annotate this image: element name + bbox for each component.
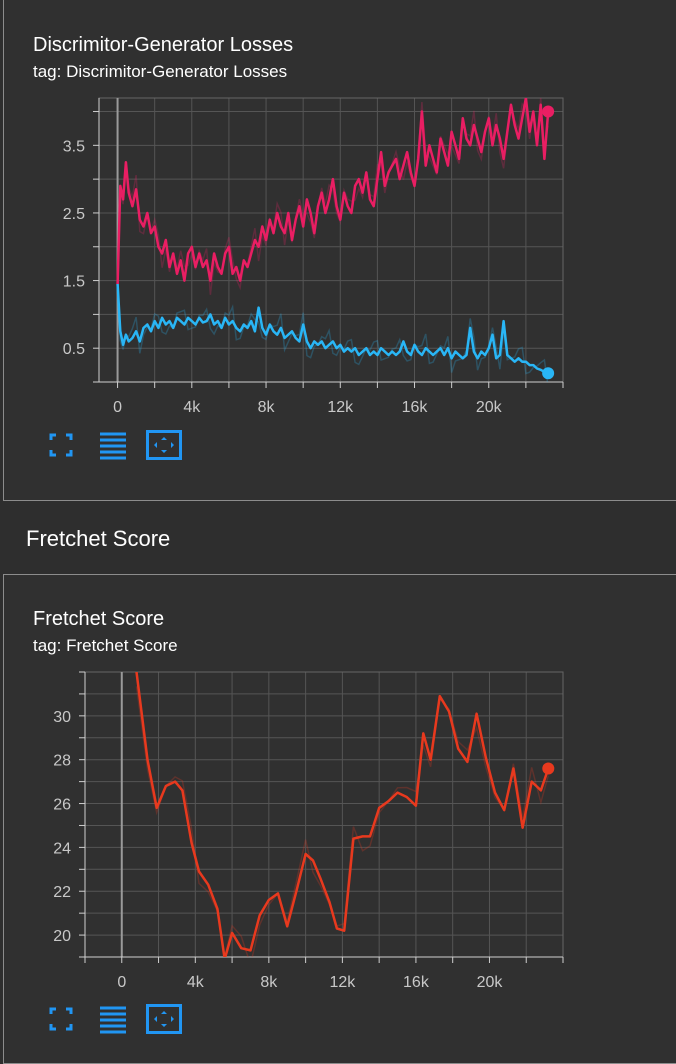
section-title: Fretchet Score xyxy=(26,526,171,551)
x-tick-label: 4k xyxy=(187,974,205,991)
x-tick-label: 16k xyxy=(403,974,430,991)
x-tick-label: 12k xyxy=(327,399,354,416)
x-tick-label: 12k xyxy=(329,974,356,991)
y-tick-label: 24 xyxy=(53,840,71,857)
chart-toolbar xyxy=(46,1004,196,1034)
y-tick-label: 28 xyxy=(53,753,71,770)
series-line xyxy=(116,98,550,285)
y-tick-label: 1.5 xyxy=(63,274,85,291)
y-tick-label: 20 xyxy=(53,928,71,945)
y-tick-label: 2.5 xyxy=(63,206,85,223)
y-tick-label: 22 xyxy=(53,884,71,901)
fullscreen-icon[interactable] xyxy=(46,1004,76,1034)
chart-title: Fretchet Score xyxy=(33,608,165,630)
series-line xyxy=(135,672,550,957)
fretchet-chart[interactable]: 0 4k 8k 12k 16k 20k 20 22 24 26 28 30 xyxy=(0,574,676,994)
x-tick-label: 0 xyxy=(113,399,122,416)
chart-tag: tag: Fretchet Score xyxy=(33,636,178,655)
x-tick-label: 16k xyxy=(402,399,429,416)
fit-domain-icon[interactable] xyxy=(146,430,182,460)
chart-tag: tag: Discrimitor-Generator Losses xyxy=(33,62,288,81)
x-tick-label: 20k xyxy=(477,974,504,991)
y-tick-label: 26 xyxy=(53,797,71,814)
y-tick-label: 0.5 xyxy=(63,341,85,358)
series-end-point xyxy=(542,367,555,380)
chart-toolbar xyxy=(46,430,196,460)
chart-card-fretchet xyxy=(3,574,676,1064)
section-header xyxy=(0,502,676,574)
x-tick-label: 20k xyxy=(476,399,503,416)
chart-card-losses xyxy=(3,0,676,501)
fit-domain-icon[interactable] xyxy=(146,1004,182,1034)
y-tick-label: 3.5 xyxy=(63,138,85,155)
chart-title: Discrimitor-Generator Losses xyxy=(33,34,294,56)
toggle-log-icon[interactable] xyxy=(98,430,128,460)
x-tick-label: 8k xyxy=(260,974,278,991)
x-tick-label: 0 xyxy=(117,974,126,991)
series-end-point xyxy=(542,105,555,118)
x-tick-label: 4k xyxy=(183,399,201,416)
series-end-point xyxy=(542,762,555,775)
series-raw-line xyxy=(135,686,550,957)
losses-chart[interactable]: 0 4k 8k 12k 16k 20k 0.5 1.5 2.5 3.5 xyxy=(0,0,676,420)
fullscreen-icon[interactable] xyxy=(46,430,76,460)
toggle-log-icon[interactable] xyxy=(98,1004,128,1034)
y-tick-label: 30 xyxy=(53,709,71,726)
series-line xyxy=(116,283,549,375)
grid xyxy=(98,97,564,383)
x-tick-label: 8k xyxy=(258,399,276,416)
